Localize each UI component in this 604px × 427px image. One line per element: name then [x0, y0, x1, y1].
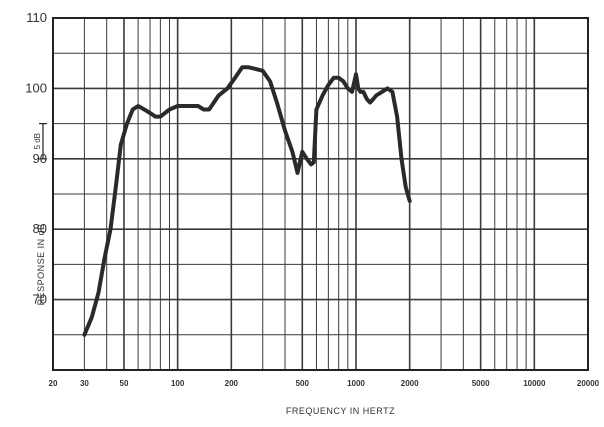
- y-tick-label: 90: [33, 151, 47, 166]
- series-group: [82, 65, 412, 337]
- scale-bar-label: 5 dB: [33, 133, 42, 149]
- x-tick-label: 30: [80, 379, 89, 388]
- plot-frame: [52, 17, 589, 371]
- x-tick-label: 100: [171, 379, 185, 388]
- x-tick-label: 2000: [401, 379, 419, 388]
- x-tick-label: 500: [296, 379, 310, 388]
- y-tick-labels: 70 80 90 100 110: [25, 10, 47, 307]
- x-tick-label: 20: [49, 379, 58, 388]
- y-axis-label: RESPONSE IN dB: [36, 223, 46, 305]
- x-tick-label: 5000: [472, 379, 490, 388]
- x-tick-label: 10000: [523, 379, 546, 388]
- plot-border: [52, 17, 589, 371]
- x-tick-label: 20000: [577, 379, 600, 388]
- y-tick-label: 70: [33, 292, 47, 307]
- x-tick-label: 200: [225, 379, 239, 388]
- y-tick-label: 80: [33, 221, 47, 236]
- y-tick-label: 110: [26, 10, 47, 25]
- x-tick-labels: 20 30 50 100 200 500 1000 2000 5000 10000 20000: [49, 379, 600, 388]
- x-tick-label: 50: [120, 379, 129, 388]
- y-tick-label: 100: [25, 80, 47, 95]
- scale-bar: 5 dB: [33, 122, 47, 160]
- x-tick-label: 1000: [347, 379, 365, 388]
- response-curve: [82, 65, 412, 337]
- grid: [52, 17, 589, 371]
- x-axis-label: FREQUENCY IN HERTZ: [286, 406, 395, 416]
